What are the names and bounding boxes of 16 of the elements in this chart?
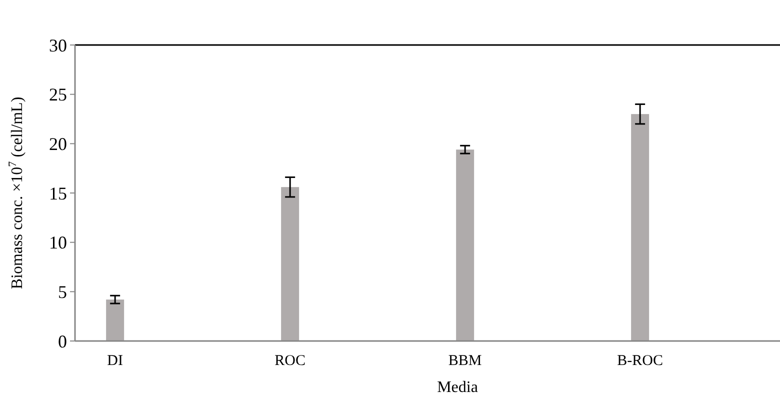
x-axis-title: Media — [437, 379, 478, 396]
y-tick-label: 10 — [49, 232, 67, 253]
y-tick-label: 20 — [49, 134, 67, 154]
x-tick-label: B-ROC — [617, 353, 663, 369]
bar — [106, 300, 124, 341]
bar — [281, 187, 300, 341]
bar — [456, 150, 474, 341]
y-tick-label: 5 — [58, 282, 67, 302]
x-tick-label: ROC — [274, 353, 306, 369]
x-tick-label: BBM — [448, 353, 482, 369]
y-tick-label: 0 — [58, 331, 67, 352]
x-tick-label: DI — [107, 353, 123, 369]
y-tick-label: 15 — [49, 183, 67, 204]
y-tick-label: 25 — [49, 84, 67, 105]
bar — [631, 114, 650, 341]
y-tick-label: 30 — [49, 35, 67, 56]
